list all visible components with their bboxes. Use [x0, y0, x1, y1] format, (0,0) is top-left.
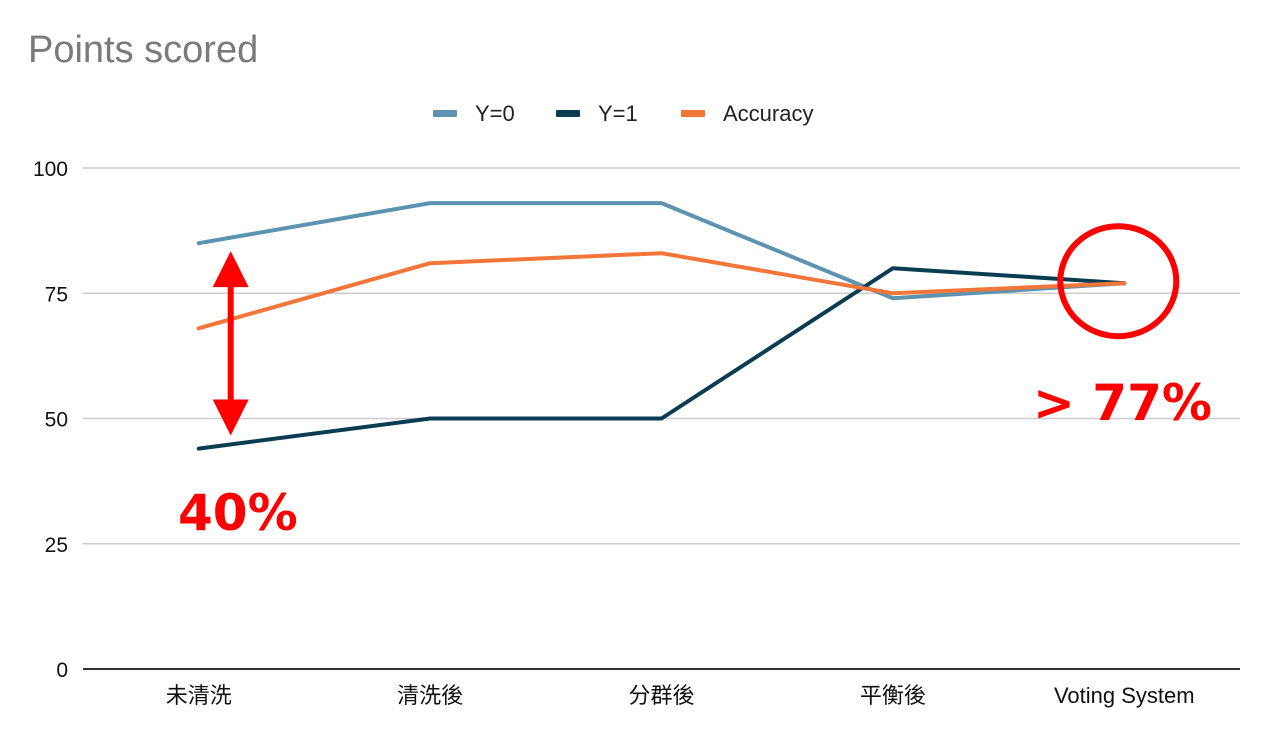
legend-item-y1[interactable]: Y=1 [556, 101, 638, 126]
y-tick-label-75: 75 [45, 283, 68, 306]
legend-label-y0: Y=0 [475, 101, 515, 126]
highlight-circle [1057, 223, 1180, 340]
series-line-y0[interactable] [196, 201, 1127, 301]
legend-item-y0[interactable]: Y=0 [433, 101, 515, 126]
x-category-label: Voting System [1054, 683, 1195, 708]
arrow-head-down [212, 399, 249, 436]
series-line-accuracy[interactable] [196, 251, 1127, 331]
y-axis-ticks: 0 25 50 75 100 [33, 158, 68, 682]
y-tick-label-25: 25 [45, 534, 68, 557]
legend-swatch-y0 [433, 110, 457, 117]
x-category-label: 清洗後 [397, 683, 463, 708]
x-category-label: 平衡後 [860, 683, 926, 708]
legend-swatch-y1 [556, 110, 580, 117]
y-tick-label-50: 50 [45, 409, 68, 432]
legend: Y=0 Y=1 Accuracy [433, 101, 813, 126]
result-annotation-label: > 77% [1033, 374, 1212, 432]
x-axis-categories: 未清洗 清洗後 分群後 平衡後 Voting System [166, 683, 1195, 708]
gap-annotation-label: 40% [178, 484, 298, 542]
chart-title: Points scored [28, 29, 258, 71]
x-category-label: 分群後 [628, 683, 694, 708]
x-category-label: 未清洗 [166, 683, 232, 708]
annotations: 40% > 77% [178, 223, 1212, 542]
y-tick-label-100: 100 [33, 158, 68, 181]
double-arrow-annotation [212, 251, 249, 436]
legend-label-accuracy: Accuracy [723, 101, 813, 126]
legend-label-y1: Y=1 [598, 101, 638, 126]
legend-item-accuracy[interactable]: Accuracy [681, 101, 813, 126]
arrow-head-up [212, 251, 249, 288]
y-tick-label-0: 0 [56, 659, 68, 682]
series-line-y1[interactable] [196, 266, 1127, 451]
legend-swatch-accuracy [681, 110, 705, 117]
series-lines [196, 201, 1127, 451]
